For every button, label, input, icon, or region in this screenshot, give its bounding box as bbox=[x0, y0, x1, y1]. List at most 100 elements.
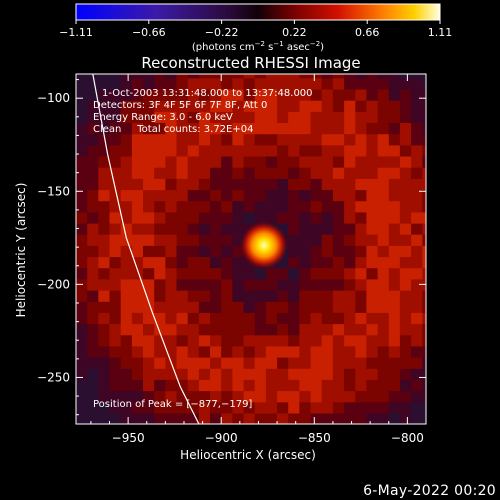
heatmap-cell bbox=[120, 88, 133, 101]
heatmap-cell bbox=[109, 379, 122, 392]
heatmap-cell bbox=[366, 379, 379, 392]
heatmap-cell bbox=[87, 379, 99, 392]
heatmap-cell bbox=[154, 278, 166, 291]
heatmap-cell bbox=[176, 100, 189, 112]
heatmap-cell bbox=[98, 290, 111, 302]
heatmap-cell bbox=[377, 111, 390, 123]
heatmap-cell bbox=[131, 379, 144, 392]
heatmap-cell bbox=[143, 390, 155, 403]
heatmap-cell bbox=[109, 412, 122, 424]
heatmap-cell bbox=[388, 368, 401, 380]
heatmap-cell bbox=[109, 155, 122, 168]
heatmap-cell bbox=[187, 301, 200, 313]
heatmap-cell bbox=[422, 267, 426, 280]
heatmap-cell bbox=[165, 144, 178, 157]
heatmap-cell bbox=[131, 155, 144, 168]
heatmap-cell bbox=[154, 111, 166, 123]
heatmap-cell bbox=[299, 323, 312, 336]
heatmap-cell bbox=[310, 345, 323, 358]
heatmap-cell bbox=[355, 412, 368, 424]
heatmap-cell bbox=[221, 390, 233, 403]
heatmap-cell bbox=[321, 144, 334, 157]
y-tick-label: −200 bbox=[37, 277, 70, 291]
heatmap-cell bbox=[187, 167, 200, 179]
heatmap-cell bbox=[87, 301, 99, 313]
heatmap-cell bbox=[109, 278, 122, 291]
colorbar-tick-label: −0.22 bbox=[205, 26, 239, 39]
heatmap-cell bbox=[98, 189, 111, 202]
heatmap-cell bbox=[388, 323, 401, 336]
heatmap-cell bbox=[377, 312, 390, 325]
heatmap-cell bbox=[310, 178, 323, 191]
heatmap-cell bbox=[165, 301, 178, 313]
heatmap-cell bbox=[221, 111, 233, 123]
heatmap-cell bbox=[120, 290, 133, 302]
heatmap-cell bbox=[143, 368, 155, 380]
heatmap-cell bbox=[321, 412, 334, 424]
heatmap-cell bbox=[277, 88, 289, 101]
heatmap-cell bbox=[109, 357, 122, 369]
heatmap-cell bbox=[165, 345, 178, 358]
heatmap-cell bbox=[76, 88, 88, 101]
heatmap-cell bbox=[76, 77, 88, 90]
heatmap-cell bbox=[265, 200, 278, 213]
heatmap-cell bbox=[143, 211, 155, 224]
heatmap-cell bbox=[411, 189, 423, 202]
heatmap-cell bbox=[332, 368, 345, 380]
heatmap-cell bbox=[154, 290, 166, 302]
heatmap-cell bbox=[187, 412, 200, 424]
heatmap-cell bbox=[232, 412, 245, 424]
heatmap-cell bbox=[76, 222, 88, 235]
heatmap-cell bbox=[288, 312, 300, 325]
heatmap-cell bbox=[310, 167, 323, 179]
heatmap-cell bbox=[210, 256, 222, 269]
heatmap-cell bbox=[243, 155, 256, 168]
heatmap-cell bbox=[131, 189, 144, 202]
heatmap-cell bbox=[265, 133, 278, 146]
heatmap-cell bbox=[76, 155, 88, 168]
heatmap-cell bbox=[143, 178, 155, 191]
heatmap-cell bbox=[422, 167, 426, 179]
heatmap-cell bbox=[120, 222, 133, 235]
heatmap-cell bbox=[288, 290, 300, 302]
heatmap-cell bbox=[154, 245, 166, 258]
heatmap-cell bbox=[176, 368, 189, 380]
heatmap-cell bbox=[377, 178, 390, 191]
heatmap-cell bbox=[165, 77, 178, 90]
heatmap-cell bbox=[355, 111, 368, 123]
heatmap-cell bbox=[344, 211, 356, 224]
heatmap-cell bbox=[165, 278, 178, 291]
heatmap-cell bbox=[131, 357, 144, 369]
heatmap-cell bbox=[344, 200, 356, 213]
heatmap-cell bbox=[109, 390, 122, 403]
heatmap-cell bbox=[377, 100, 390, 112]
heatmap-cell bbox=[232, 357, 245, 369]
heatmap-cell bbox=[87, 357, 99, 369]
heatmap-cell bbox=[366, 256, 379, 269]
heatmap-cell bbox=[131, 245, 144, 258]
heatmap-cell bbox=[377, 234, 390, 246]
heatmap-cell bbox=[210, 379, 222, 392]
heatmap-cell bbox=[355, 222, 368, 235]
heatmap-cell bbox=[422, 290, 426, 302]
heatmap-cell bbox=[87, 312, 99, 325]
heatmap-cell bbox=[210, 144, 222, 157]
heatmap-cell bbox=[399, 390, 412, 403]
heatmap-cell bbox=[98, 334, 111, 347]
heatmap-cell bbox=[120, 256, 133, 269]
heatmap-cell bbox=[411, 144, 423, 157]
heatmap-cell bbox=[154, 312, 166, 325]
heatmap-cell bbox=[332, 267, 345, 280]
heatmap-cell bbox=[165, 167, 178, 179]
heatmap-cell bbox=[143, 401, 155, 414]
heatmap-cell bbox=[388, 122, 401, 135]
heatmap-cell bbox=[355, 189, 368, 202]
heatmap-cell bbox=[377, 401, 390, 414]
heatmap-cell bbox=[254, 200, 267, 213]
heatmap-cell bbox=[422, 111, 426, 123]
heatmap-cell bbox=[109, 133, 122, 146]
heatmap-cell bbox=[98, 77, 111, 90]
heatmap-cell bbox=[143, 301, 155, 313]
heatmap-cell bbox=[277, 133, 289, 146]
heatmap-cell bbox=[131, 234, 144, 246]
